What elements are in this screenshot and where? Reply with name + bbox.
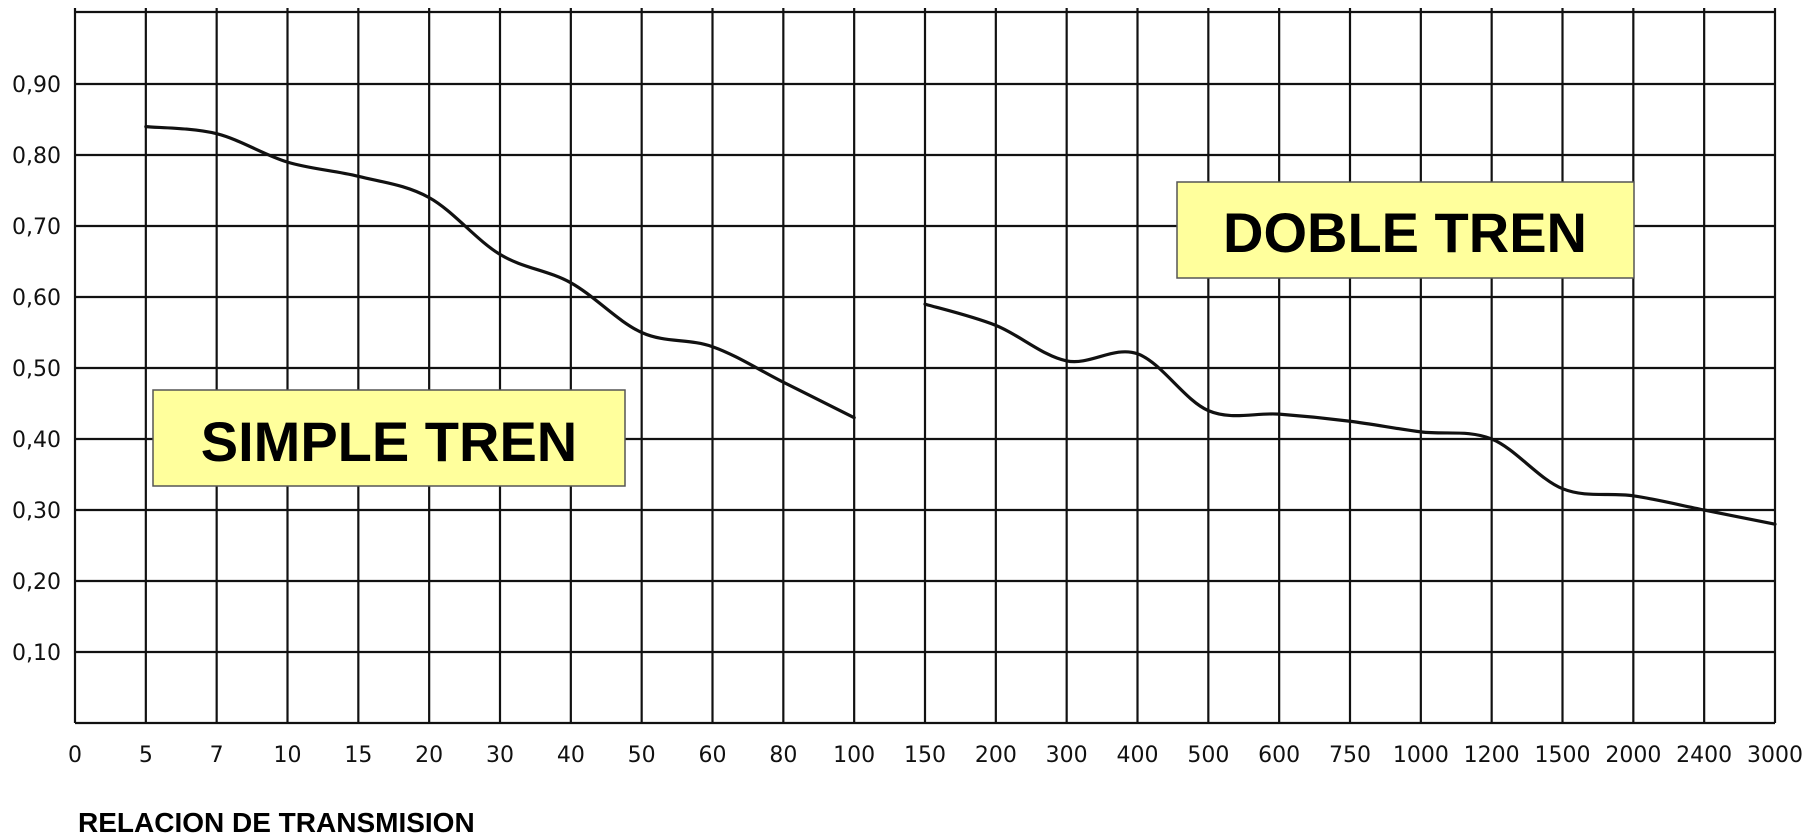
annotation-simple-tren-text: SIMPLE TREN <box>201 410 577 473</box>
y-tick-label: 0,80 <box>12 144 61 169</box>
x-tick-label: 40 <box>557 743 585 768</box>
y-tick-label: 0,60 <box>12 286 61 311</box>
x-tick-label: 7 <box>210 743 224 768</box>
y-tick-label: 0,30 <box>12 499 61 524</box>
series-line-doble-tren <box>923 302 1777 526</box>
x-tick-label: 500 <box>1187 743 1229 768</box>
y-axis-ticks: 0,10 0,20 0,30 0,40 0,50 0,60 0,70 0,80 0,90 <box>12 73 61 666</box>
y-tick-label: 0,10 <box>12 641 61 666</box>
series-line-simple-tren <box>144 125 856 420</box>
x-tick-label: 10 <box>274 743 302 768</box>
annotation-doble-tren-text: DOBLE TREN <box>1223 201 1587 264</box>
x-tick-label: 20 <box>415 743 443 768</box>
x-tick-label: 150 <box>904 743 946 768</box>
x-axis-ticks: 0 5 7 10 15 20 30 40 50 60 80 100 150 200 300 400 500 600… <box>68 743 1803 768</box>
x-tick-label: 30 <box>486 743 514 768</box>
x-tick-label: 400 <box>1117 743 1159 768</box>
grid <box>73 8 1777 725</box>
x-tick-label: 2400 <box>1676 743 1732 768</box>
x-tick-label: 1000 <box>1393 743 1449 768</box>
x-tick-label: 200 <box>975 743 1017 768</box>
x-tick-label: 600 <box>1258 743 1300 768</box>
y-tick-label: 0,90 <box>12 73 61 98</box>
x-tick-label: 3000 <box>1747 743 1803 768</box>
x-tick-label: 80 <box>769 743 797 768</box>
y-tick-label: 0,50 <box>12 357 61 382</box>
series-lines <box>144 125 1777 526</box>
x-tick-label: 300 <box>1046 743 1088 768</box>
x-tick-label: 50 <box>628 743 656 768</box>
x-axis-label: RELACION DE TRANSMISION <box>78 807 475 837</box>
x-tick-label: 1500 <box>1535 743 1591 768</box>
x-tick-label: 2000 <box>1605 743 1661 768</box>
y-tick-label: 0,40 <box>12 428 61 453</box>
x-tick-label: 1200 <box>1464 743 1520 768</box>
annotation-simple-tren: SIMPLE TREN <box>152 389 626 487</box>
annotation-doble-tren: DOBLE TREN <box>1176 181 1635 279</box>
x-tick-label: 15 <box>344 743 372 768</box>
y-tick-label: 0,70 <box>12 215 61 240</box>
x-tick-label: 60 <box>699 743 727 768</box>
x-tick-label: 0 <box>68 743 82 768</box>
x-tick-label: 750 <box>1329 743 1371 768</box>
x-tick-label: 100 <box>833 743 875 768</box>
x-tick-label: 5 <box>139 743 153 768</box>
y-tick-label: 0,20 <box>12 570 61 595</box>
